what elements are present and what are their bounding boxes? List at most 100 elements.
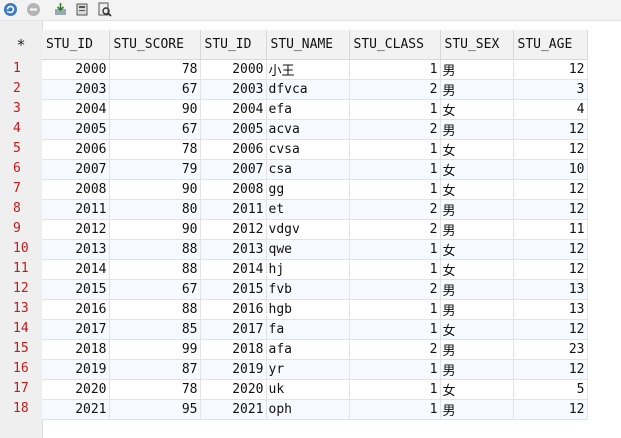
cell-stu-id[interactable]: 2020: [200, 379, 267, 400]
cell-stu-id[interactable]: 2015: [42, 279, 110, 300]
cell-stu-age[interactable]: 12: [513, 399, 588, 420]
cell-stu-id[interactable]: 2005: [42, 119, 110, 140]
row-number[interactable]: 6: [13, 161, 21, 176]
cell-stu-id[interactable]: 2012: [200, 219, 267, 240]
cell-stu-sex[interactable]: 男: [440, 219, 514, 240]
table-row[interactable]: 2014 88 2014 hj 1 女 12: [42, 259, 588, 280]
cell-stu-id[interactable]: 2004: [42, 99, 110, 120]
table-row[interactable]: 2021 95 2021 oph 1 男 12: [42, 399, 588, 420]
cell-stu-age[interactable]: 5: [513, 379, 588, 400]
cell-stu-score[interactable]: 85: [109, 319, 201, 340]
cell-stu-name[interactable]: cvsa: [266, 139, 350, 160]
cell-stu-id[interactable]: 2014: [200, 259, 267, 280]
cell-stu-class[interactable]: 2: [349, 219, 441, 240]
cell-stu-age[interactable]: 12: [513, 319, 588, 340]
table-row[interactable]: 2003 67 2003 dfvca 2 男 3: [42, 79, 588, 100]
table-row[interactable]: 2007 79 2007 csa 1 女 10: [42, 159, 588, 180]
cell-stu-name[interactable]: yr: [266, 359, 350, 380]
cell-stu-score[interactable]: 87: [109, 359, 201, 380]
cell-stu-name[interactable]: gg: [266, 179, 350, 200]
cell-stu-id[interactable]: 2013: [200, 239, 267, 260]
row-number[interactable]: 11: [13, 261, 29, 276]
cell-stu-age[interactable]: 10: [513, 159, 588, 180]
cell-stu-id[interactable]: 2000: [42, 59, 110, 80]
cell-stu-id[interactable]: 2017: [200, 319, 267, 340]
cell-stu-sex[interactable]: 女: [440, 139, 514, 160]
cell-stu-age[interactable]: 12: [513, 199, 588, 220]
cell-stu-class[interactable]: 1: [349, 179, 441, 200]
cell-stu-name[interactable]: qwe: [266, 239, 350, 260]
select-all-corner[interactable]: *: [16, 35, 26, 54]
cell-stu-score[interactable]: 78: [109, 379, 201, 400]
cell-stu-name[interactable]: dfvca: [266, 79, 350, 100]
cell-stu-id[interactable]: 2017: [42, 319, 110, 340]
cell-stu-sex[interactable]: 男: [440, 399, 514, 420]
cell-stu-class[interactable]: 1: [349, 379, 441, 400]
row-number[interactable]: 12: [13, 281, 29, 296]
cell-stu-sex[interactable]: 女: [440, 259, 514, 280]
cell-stu-id[interactable]: 2004: [200, 99, 267, 120]
table-row[interactable]: 2000 78 2000 小王 1 男 12: [42, 59, 588, 80]
cell-stu-age[interactable]: 12: [513, 359, 588, 380]
cell-stu-id[interactable]: 2018: [42, 339, 110, 360]
row-number[interactable]: 2: [13, 81, 21, 96]
cell-stu-class[interactable]: 1: [349, 159, 441, 180]
cell-stu-score[interactable]: 88: [109, 299, 201, 320]
cell-stu-name[interactable]: uk: [266, 379, 350, 400]
row-number[interactable]: 9: [13, 221, 21, 236]
cell-stu-score[interactable]: 67: [109, 79, 201, 100]
table-row[interactable]: 2018 99 2018 afa 2 男 23: [42, 339, 588, 360]
column-header-stu-score[interactable]: STU_SCORE: [109, 30, 201, 60]
cell-stu-name[interactable]: fa: [266, 319, 350, 340]
cell-stu-id[interactable]: 2011: [42, 199, 110, 220]
cell-stu-class[interactable]: 2: [349, 79, 441, 100]
cell-stu-sex[interactable]: 女: [440, 179, 514, 200]
cell-stu-id[interactable]: 2008: [200, 179, 267, 200]
cell-stu-score[interactable]: 88: [109, 259, 201, 280]
cell-stu-age[interactable]: 12: [513, 179, 588, 200]
cell-stu-class[interactable]: 2: [349, 339, 441, 360]
cell-stu-name[interactable]: hgb: [266, 299, 350, 320]
cell-stu-class[interactable]: 1: [349, 299, 441, 320]
cell-stu-score[interactable]: 78: [109, 139, 201, 160]
cell-stu-name[interactable]: hj: [266, 259, 350, 280]
cell-stu-age[interactable]: 11: [513, 219, 588, 240]
cell-stu-class[interactable]: 1: [349, 259, 441, 280]
cell-stu-name[interactable]: acva: [266, 119, 350, 140]
cell-stu-score[interactable]: 88: [109, 239, 201, 260]
cell-stu-sex[interactable]: 女: [440, 239, 514, 260]
cell-stu-sex[interactable]: 男: [440, 199, 514, 220]
cell-stu-id[interactable]: 2014: [42, 259, 110, 280]
cell-stu-class[interactable]: 1: [349, 59, 441, 80]
row-number[interactable]: 14: [13, 321, 29, 336]
column-header-stu-age[interactable]: STU_AGE: [513, 30, 588, 60]
row-number[interactable]: 7: [13, 181, 21, 196]
row-number[interactable]: 16: [13, 361, 29, 376]
cell-stu-sex[interactable]: 男: [440, 339, 514, 360]
cell-stu-sex[interactable]: 男: [440, 119, 514, 140]
cell-stu-age[interactable]: 12: [513, 259, 588, 280]
cell-stu-id[interactable]: 2011: [200, 199, 267, 220]
cell-stu-id[interactable]: 2018: [200, 339, 267, 360]
row-number[interactable]: 5: [13, 141, 21, 156]
row-number[interactable]: 18: [13, 401, 29, 416]
cell-stu-id[interactable]: 2008: [42, 179, 110, 200]
row-number[interactable]: 15: [13, 341, 29, 356]
cell-stu-name[interactable]: fvb: [266, 279, 350, 300]
row-number[interactable]: 8: [13, 201, 21, 216]
column-header-stu-id[interactable]: STU_ID: [42, 30, 110, 60]
cell-stu-age[interactable]: 23: [513, 339, 588, 360]
table-row[interactable]: 2017 85 2017 fa 1 女 12: [42, 319, 588, 340]
cell-stu-id[interactable]: 2016: [200, 299, 267, 320]
row-number[interactable]: 1: [13, 61, 21, 76]
cell-stu-name[interactable]: afa: [266, 339, 350, 360]
row-number[interactable]: 13: [13, 301, 29, 316]
cell-stu-age[interactable]: 13: [513, 299, 588, 320]
table-row[interactable]: 2016 88 2016 hgb 1 男 13: [42, 299, 588, 320]
cell-stu-score[interactable]: 99: [109, 339, 201, 360]
table-row[interactable]: 2012 90 2012 vdgv 2 男 11: [42, 219, 588, 240]
cell-stu-class[interactable]: 1: [349, 139, 441, 160]
cell-stu-name[interactable]: vdgv: [266, 219, 350, 240]
cell-stu-id[interactable]: 2019: [42, 359, 110, 380]
cell-stu-id[interactable]: 2003: [42, 79, 110, 100]
